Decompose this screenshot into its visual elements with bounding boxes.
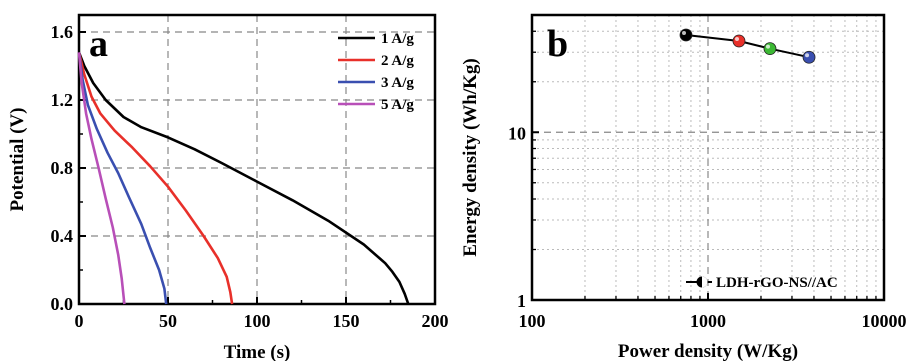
legend-label-4: 5 A/g: [381, 97, 414, 113]
panel-b-letter: b: [547, 23, 568, 65]
data-point-highlight: [682, 30, 687, 35]
data-point-highlight: [765, 44, 770, 49]
data-point-3: [763, 42, 777, 56]
data-point-2: [732, 34, 746, 48]
series-line-3: [77, 52, 168, 305]
series-line-1: [77, 51, 410, 305]
panel-a-x-axis-title: Time (s): [224, 342, 291, 361]
series-line-2: [77, 52, 234, 305]
panel-a-chart: 0 50 100 150 200 0.0 0.4 0.8 1.2 1.6 a 1 A/g 2 A/g…: [7, 13, 449, 361]
data-point-highlight: [734, 36, 739, 41]
data-point-4: [802, 50, 816, 64]
panel-a-series: [77, 51, 410, 305]
panel-a-y-axis-title: Potential (V): [7, 108, 28, 212]
series-line-1: [685, 34, 810, 59]
panel-b-x-tick-label: 1000: [690, 311, 726, 331]
panel-b-series: [679, 28, 816, 64]
panel-a-ticks: 0 50 100 150 200 0.0 0.4 0.8 1.2 1.6: [51, 22, 449, 331]
panel-b-x-tick-label: 10000: [862, 311, 907, 331]
legend-swatch-marker-half: [702, 276, 708, 288]
panel-b-legend: LDH-rGO-NS//AC: [686, 275, 838, 291]
panel-a-y-tick-label: 1.2: [51, 90, 74, 110]
legend-label-2: 2 A/g: [381, 53, 414, 69]
panel-b-y-tick-label: 10: [508, 123, 526, 143]
panel-a-x-tick-label: 0: [75, 311, 84, 331]
data-point-1: [679, 28, 693, 42]
panel-a-grid: [79, 15, 435, 304]
panel-b-y-tick-label: 1: [517, 291, 526, 311]
legend-label-1: LDH-rGO-NS//AC: [716, 275, 838, 291]
panel-b-x-tick-label: 100: [519, 311, 546, 331]
panel-b-grid: [532, 15, 884, 300]
panel-a-y-tick-label: 0.0: [51, 294, 74, 314]
panel-b-chart: 100 1000 10000 1 10 b LDH-rGO-NS//AC Power d…: [460, 13, 907, 361]
data-point-highlight: [805, 53, 810, 58]
panel-a-x-tick-label: 50: [159, 311, 177, 331]
legend-label-1: 1 A/g: [381, 31, 414, 47]
panel-a-x-tick-label: 150: [333, 311, 360, 331]
legend-label-3: 3 A/g: [381, 75, 414, 91]
panel-a-legend: 1 A/g 2 A/g 3 A/g 5 A/g: [338, 31, 414, 113]
panel-b-ticks: 100 1000 10000 1 10: [508, 30, 907, 331]
panel-a-x-tick-label: 100: [244, 311, 271, 331]
panel-a-y-tick-label: 0.4: [51, 226, 74, 246]
panel-b-x-axis-title: Power density (W/Kg): [618, 341, 798, 361]
panel-a-x-tick-label: 200: [422, 311, 449, 331]
series-line-4: [77, 52, 126, 305]
panel-a-letter: a: [89, 23, 108, 65]
panel-a-y-tick-label: 0.8: [51, 158, 74, 178]
panel-a-y-tick-label: 1.6: [51, 22, 74, 42]
panel-b-y-axis-title: Energy density (Wh/Kg): [460, 58, 481, 256]
